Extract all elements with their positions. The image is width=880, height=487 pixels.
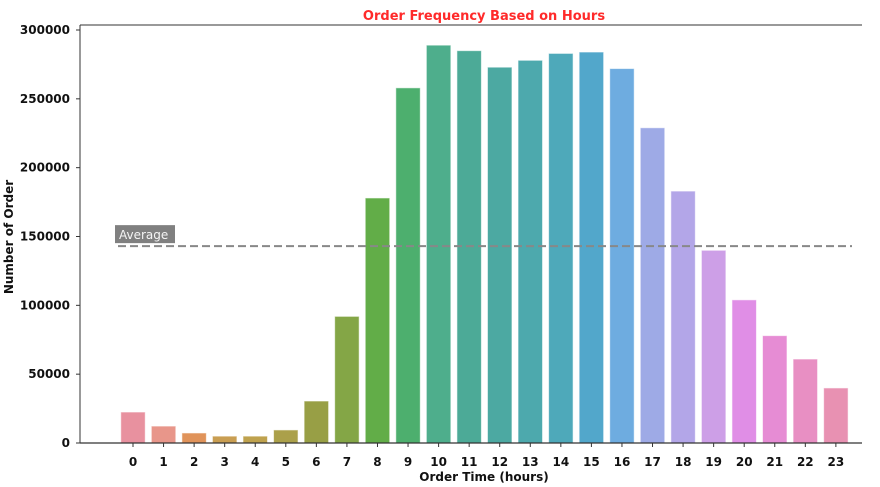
x-tick-label: 4 (251, 455, 259, 469)
y-tick-label: 150000 (20, 230, 70, 244)
x-axis: 0 1 2 3 4 5 6 7 8 9 10 11 12 13 14 15 16 17 18 19 20 21 22 23 (129, 443, 844, 469)
bar-hour-23 (823, 387, 849, 444)
x-tick-label: 12 (491, 455, 508, 469)
x-tick-label: 17 (644, 455, 661, 469)
bar-hour-15 (578, 51, 605, 444)
x-tick-label: 18 (675, 455, 692, 469)
y-tick-label: 300000 (20, 23, 70, 37)
x-tick-label: 9 (404, 455, 412, 469)
bar-hour-13 (517, 59, 544, 444)
bar-hour-7 (334, 315, 360, 444)
bar-hour-21 (762, 335, 788, 444)
y-tick-label: 200000 (20, 161, 70, 175)
bar-hour-22 (792, 358, 819, 444)
x-tick-label: 14 (552, 455, 569, 469)
x-tick-label: 10 (430, 455, 447, 469)
x-tick-label: 15 (583, 455, 600, 469)
bar-hour-8 (364, 197, 391, 444)
bar-hour-1 (150, 425, 177, 444)
y-tick-label: 50000 (28, 367, 70, 381)
bar-hour-20 (731, 299, 757, 444)
bar-hour-16 (609, 68, 635, 444)
x-tick-label: 19 (705, 455, 722, 469)
x-tick-label: 16 (614, 455, 631, 469)
x-tick-label: 1 (159, 455, 167, 469)
bar-hour-3 (211, 435, 238, 444)
bar-hour-19 (700, 249, 727, 444)
x-tick-label: 0 (129, 455, 137, 469)
chart-title: Order Frequency Based on Hours (363, 9, 605, 24)
y-tick-label: 100000 (20, 298, 70, 312)
average-label: Average (115, 225, 175, 244)
y-axis-label: Number of Order (2, 180, 16, 294)
x-tick-label: 7 (343, 455, 351, 469)
y-tick-label: 0 (62, 436, 70, 450)
x-axis-label: Order Time (hours) (419, 470, 548, 484)
x-tick-label: 13 (522, 455, 539, 469)
svg-text:Average: Average (119, 228, 168, 242)
bar-hour-4 (242, 435, 268, 444)
plot-area: Average (79, 24, 862, 444)
x-tick-label: 5 (282, 455, 290, 469)
bar-hour-9 (395, 87, 421, 444)
bar-hour-6 (303, 400, 330, 444)
x-tick-label: 20 (736, 455, 753, 469)
bar-hour-5 (273, 429, 299, 444)
bar-hour-2 (181, 432, 207, 444)
bar-hour-12 (486, 66, 513, 444)
x-tick-label: 6 (312, 455, 320, 469)
bar-hour-18 (670, 190, 696, 444)
y-axis: 0 50000 100000 150000 200000 250000 300000 (20, 23, 80, 450)
bar-hour-14 (548, 52, 574, 444)
x-tick-label: 21 (766, 455, 783, 469)
bar-hour-0 (120, 411, 146, 444)
x-tick-label: 3 (221, 455, 229, 469)
x-tick-label: 2 (190, 455, 198, 469)
bar-hour-17 (639, 127, 666, 444)
x-tick-label: 22 (797, 455, 814, 469)
x-tick-label: 23 (828, 455, 845, 469)
bar-hour-10 (425, 44, 452, 444)
x-tick-label: 8 (373, 455, 381, 469)
x-tick-label: 11 (461, 455, 478, 469)
y-tick-label: 250000 (20, 92, 70, 106)
